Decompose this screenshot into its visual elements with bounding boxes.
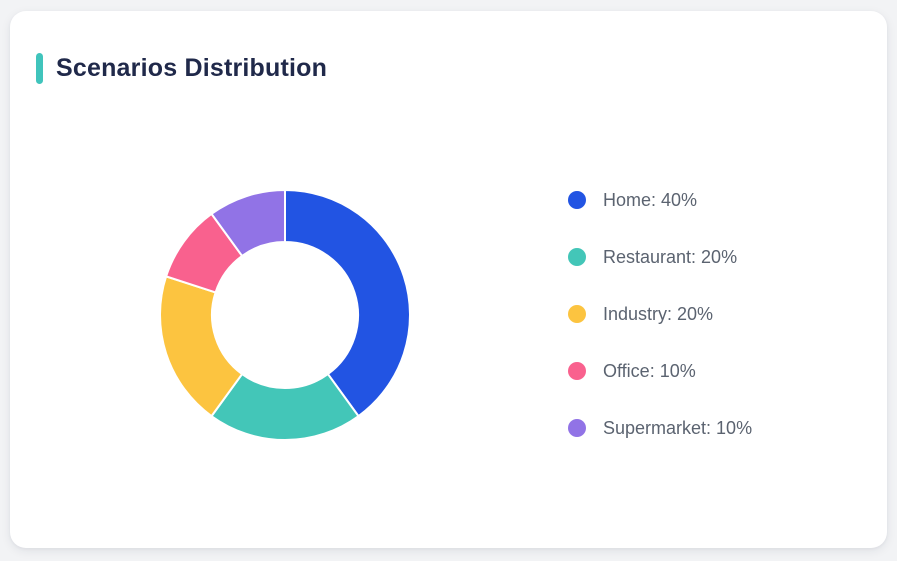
donut-segment-supermarket[interactable] bbox=[210, 189, 286, 257]
legend-item-office[interactable]: Office: 10% bbox=[568, 359, 752, 383]
legend-item-home[interactable]: Home: 40% bbox=[568, 188, 752, 212]
legend-item-supermarket[interactable]: Supermarket: 10% bbox=[568, 416, 752, 440]
legend-dot bbox=[568, 419, 586, 437]
card-header: Scenarios Distribution bbox=[36, 53, 327, 84]
legend-dot bbox=[568, 248, 586, 266]
legend-label: Supermarket: 10% bbox=[603, 418, 753, 438]
donut-chart bbox=[159, 189, 411, 441]
card-title: Scenarios Distribution bbox=[56, 54, 328, 82]
legend-dot bbox=[568, 305, 586, 323]
legend-item-industry[interactable]: Industry: 20% bbox=[568, 302, 752, 326]
title-accent-bar bbox=[36, 53, 43, 84]
legend-label: Restaurant: 20% bbox=[603, 247, 738, 267]
legend-dot bbox=[568, 362, 586, 380]
legend-label: Industry: 20% bbox=[603, 304, 714, 324]
legend-label: Home: 40% bbox=[603, 190, 698, 210]
legend-item-restaurant[interactable]: Restaurant: 20% bbox=[568, 245, 752, 269]
legend-label: Office: 10% bbox=[603, 361, 696, 381]
chart-legend: Home: 40% Restaurant: 20% Industry: 20% … bbox=[568, 188, 752, 440]
scenarios-distribution-card: Scenarios Distribution Home: 40% Restaur… bbox=[10, 11, 887, 548]
legend-dot bbox=[568, 191, 586, 209]
donut-segment-home[interactable] bbox=[284, 189, 411, 418]
